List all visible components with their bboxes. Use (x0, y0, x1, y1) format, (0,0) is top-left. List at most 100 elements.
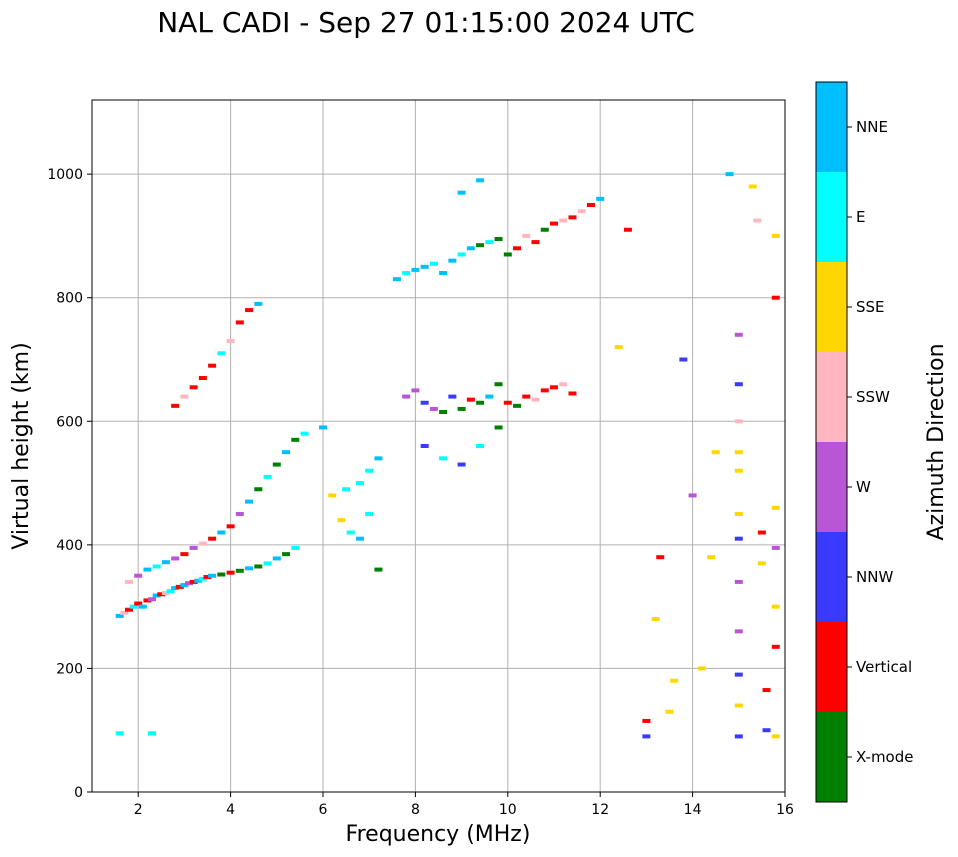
data-point (194, 578, 203, 583)
data-point (254, 301, 263, 306)
data-point (757, 561, 766, 566)
data-point (161, 560, 170, 565)
data-point (531, 397, 540, 402)
data-point (665, 709, 674, 714)
data-point (771, 545, 780, 550)
data-point (217, 530, 226, 535)
data-point (157, 592, 166, 597)
data-point (439, 410, 448, 415)
x-tick-label: 16 (776, 802, 794, 818)
colorbar-frame (815, 81, 848, 803)
data-point (291, 545, 300, 550)
data-point (513, 403, 522, 408)
data-point (263, 474, 272, 479)
data-point (245, 499, 254, 504)
data-point (771, 734, 780, 739)
colorbar-tick-label: Vertical (856, 658, 912, 676)
data-point (120, 610, 129, 615)
data-point (466, 397, 475, 402)
data-point (531, 240, 540, 245)
data-point (429, 406, 438, 411)
data-point (152, 593, 161, 598)
data-point (175, 584, 184, 589)
data-point (189, 385, 198, 390)
x-axis-label: Frequency (MHz) (346, 822, 531, 847)
chart-title: NAL CADI - Sep 27 01:15:00 2024 UTC (157, 6, 695, 39)
y-tick-label: 200 (56, 661, 83, 677)
data-point (771, 505, 780, 510)
data-point (143, 598, 152, 603)
data-point (138, 604, 147, 609)
data-point (466, 246, 475, 251)
data-point (485, 240, 494, 245)
data-points (115, 172, 780, 739)
data-point (355, 481, 364, 486)
x-tick-label: 14 (684, 802, 702, 818)
data-point (670, 678, 679, 683)
x-tick-label: 6 (319, 802, 328, 818)
data-point (374, 567, 383, 572)
data-point (300, 431, 309, 436)
data-point (457, 406, 466, 411)
data-point (642, 734, 651, 739)
data-point (185, 581, 194, 586)
data-point (235, 568, 244, 573)
plot-area-frame (91, 99, 786, 793)
colorbar-tick-label: W (856, 478, 871, 496)
data-point (134, 573, 143, 578)
data-point (124, 579, 133, 584)
data-point (161, 591, 170, 596)
data-point (734, 419, 743, 424)
data-point (771, 233, 780, 238)
data-point (282, 450, 291, 455)
data-point (402, 394, 411, 399)
y-axis-ticks: 0 200 400 600 800 1000 (47, 167, 92, 801)
data-point (337, 518, 346, 523)
data-point (198, 576, 207, 581)
data-point (513, 246, 522, 251)
data-point (448, 394, 457, 399)
colorbar-tick-label: SSE (856, 298, 885, 316)
data-point (180, 552, 189, 557)
colorbar-tick-label: X-mode (856, 748, 913, 766)
data-point (392, 277, 401, 282)
data-point (614, 345, 623, 350)
colorbar-tick-label: NNW (856, 568, 893, 586)
data-point (586, 203, 595, 208)
data-point (226, 570, 235, 575)
data-point (642, 718, 651, 723)
data-point (734, 511, 743, 516)
data-point (476, 400, 485, 405)
data-point (355, 536, 364, 541)
data-point (189, 579, 198, 584)
data-point (291, 437, 300, 442)
data-point (651, 617, 660, 621)
colorbar-segment (816, 82, 847, 172)
colorbar-tick-label: E (856, 208, 865, 226)
data-point (522, 233, 531, 238)
data-point (679, 357, 688, 362)
data-point (254, 487, 263, 492)
data-point (420, 400, 429, 405)
data-point (771, 295, 780, 300)
data-point (748, 184, 757, 189)
data-point (457, 462, 466, 467)
y-tick-label: 1000 (47, 167, 83, 183)
data-point (342, 487, 351, 492)
y-tick-label: 400 (56, 538, 83, 554)
data-point (757, 530, 766, 535)
data-point (559, 218, 568, 223)
data-point (152, 564, 161, 569)
data-point (623, 227, 632, 232)
colorbar-tick-label: NNE (856, 118, 888, 136)
data-point (503, 400, 512, 405)
data-point (711, 450, 720, 455)
data-point (374, 456, 383, 461)
data-point (208, 573, 217, 578)
data-point (420, 264, 429, 269)
data-point (439, 271, 448, 275)
data-point (429, 261, 438, 266)
colorbar-label: Azimuth Direction (924, 343, 949, 540)
data-point (762, 688, 771, 693)
data-point (522, 394, 531, 399)
